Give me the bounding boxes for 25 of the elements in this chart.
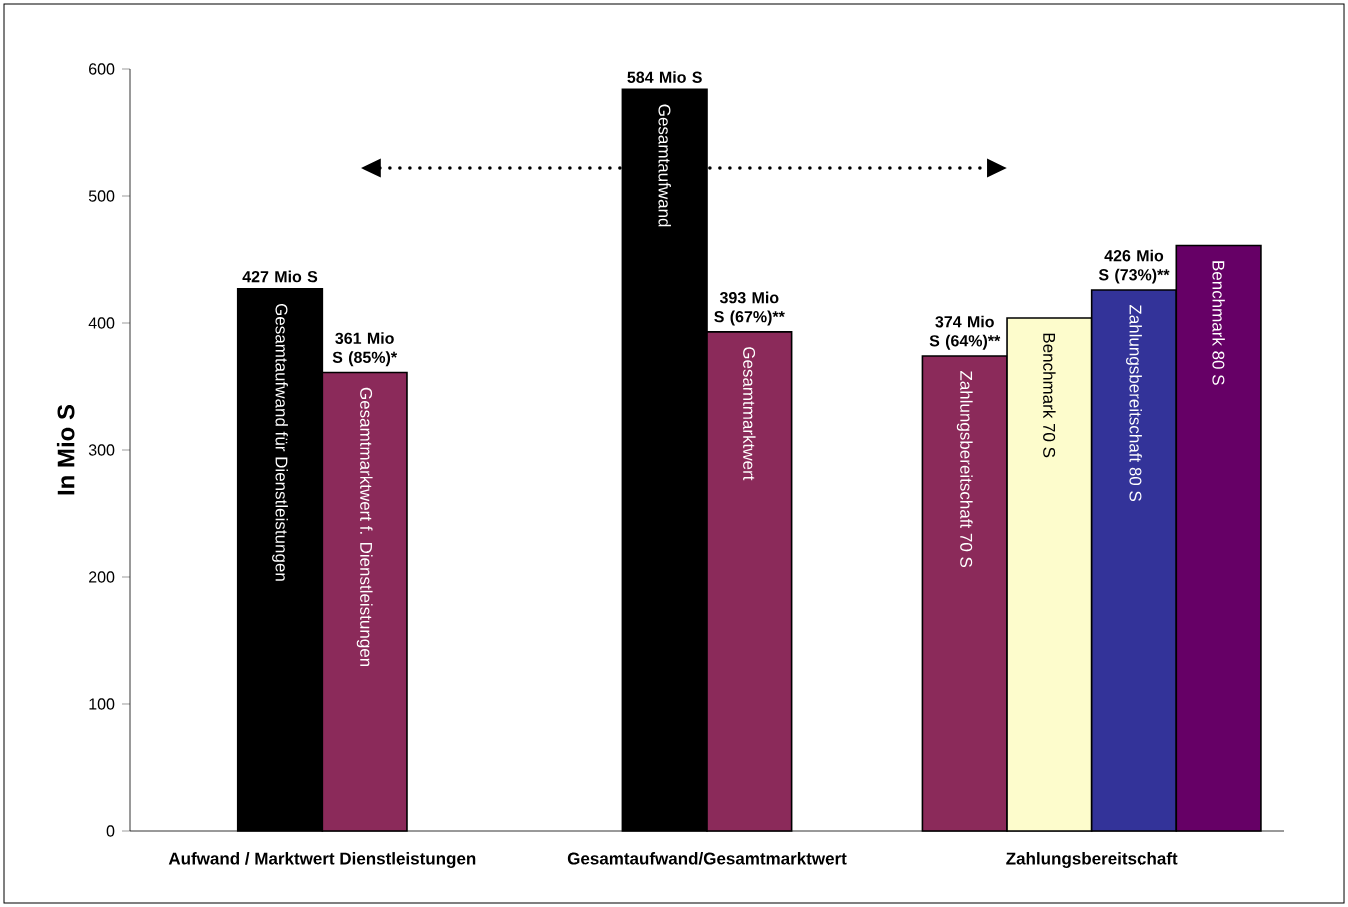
data-label: 584 Mio S bbox=[627, 71, 702, 83]
x-tick-label: Zahlungsbereitschaft bbox=[1006, 852, 1178, 868]
data-label: 427 Mio S bbox=[242, 270, 318, 283]
series-label: Benchmark 80 S bbox=[1212, 261, 1225, 385]
y-tick-label: 600 bbox=[89, 63, 115, 75]
data-label: 361 Mio S (85%)* bbox=[332, 332, 398, 367]
data-label: 393 Mio S (67%)** bbox=[714, 291, 785, 326]
data-label: 374 Mio S (64%)** bbox=[929, 315, 1001, 350]
y-tick-label: 300 bbox=[88, 444, 115, 456]
data-label: 426 Mio S (73%)** bbox=[1098, 249, 1170, 284]
series-label: Benchmark 70 S bbox=[1043, 333, 1056, 458]
series-label: Zahlungsbereitschaft 70 S bbox=[956, 370, 973, 568]
y-axis-title: In Mio S bbox=[56, 404, 75, 495]
series-label: Gesamtmarktwert f. Dienstleistungen bbox=[356, 387, 373, 667]
series-label: Gesamtaufwand für Dienstleistungen bbox=[272, 303, 288, 581]
x-tick-label: Gesamtaufwand/Gesamtmarktwert bbox=[567, 852, 847, 865]
series-label: Gesamtmarktwert bbox=[743, 347, 756, 481]
y-tick-label: 100 bbox=[89, 698, 115, 710]
y-tick-label: 0 bbox=[106, 825, 115, 837]
series-label: Zahlungsbereitschaft 80 S bbox=[1126, 304, 1142, 502]
series-label: Gesamtaufwand bbox=[658, 104, 671, 227]
y-tick-label: 400 bbox=[88, 317, 115, 329]
y-tick-label: 500 bbox=[88, 190, 115, 202]
y-tick-label: 200 bbox=[89, 571, 115, 583]
x-tick-label: Aufwand / Marktwert Dienstleistungen bbox=[168, 852, 476, 868]
